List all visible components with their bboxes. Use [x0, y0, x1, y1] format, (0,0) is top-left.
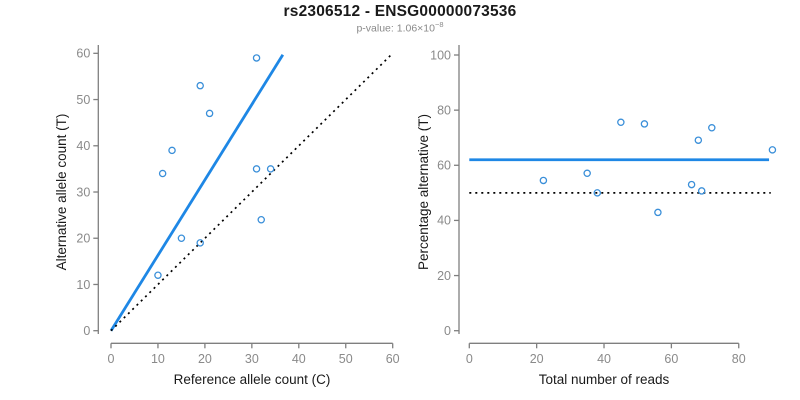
reference-dotted-line	[110, 55, 391, 332]
y-tick-label: 100	[430, 48, 451, 62]
y-tick-label: 20	[76, 232, 90, 246]
figure-title: rs2306512 - ENSG00000073536	[283, 3, 517, 20]
x-tick-label: 50	[339, 352, 353, 366]
y-tick-label: 40	[437, 214, 451, 228]
data-point	[252, 165, 261, 173]
x-axis-title: Total number of reads	[539, 372, 670, 387]
data-point	[708, 124, 716, 132]
x-tick-label: 20	[198, 352, 212, 366]
y-tick-label: 60	[437, 159, 451, 173]
pvalue-text: p-value: 1.06×10	[356, 22, 435, 35]
y-tick-label: 80	[437, 103, 451, 117]
data-point	[654, 208, 662, 217]
y-tick-label: 10	[76, 278, 90, 292]
y-axis-title: Percentage alternative (T)	[416, 114, 431, 270]
left-scatter-plot: 0 10 20 30 40 50 60 0 10 20 30 40 50 60 Reference alle…	[54, 45, 400, 387]
right-scatter-plot: 0 20 40 60 80 0 20 40 60 80 100 Total number of rea…	[416, 45, 777, 387]
data-point	[257, 215, 265, 224]
y-tick-label: 40	[76, 139, 90, 153]
y-tick-label: 20	[437, 269, 451, 283]
x-tick-label: 60	[664, 352, 678, 366]
x-tick-label: 0	[108, 352, 115, 366]
data-point	[205, 109, 214, 118]
data-point	[196, 81, 204, 90]
data-point	[640, 120, 649, 128]
data-point	[694, 136, 703, 144]
figure-subtitle: p-value: 1.06×10−8	[0, 20, 800, 35]
x-tick-label: 40	[597, 352, 611, 366]
pvalue-exponent: −8	[434, 20, 444, 29]
data-point	[593, 189, 602, 197]
data-point	[617, 118, 625, 127]
y-tick-label: 50	[76, 93, 90, 107]
y-tick-label: 30	[76, 185, 90, 199]
x-tick-label: 30	[245, 352, 259, 366]
x-tick-label: 20	[530, 352, 544, 366]
y-tick-label: 0	[444, 324, 451, 338]
data-point	[196, 239, 204, 247]
data-point	[154, 271, 162, 279]
x-tick-label: 40	[292, 352, 306, 366]
data-point	[539, 176, 548, 185]
y-tick-label: 0	[83, 324, 90, 338]
data-point	[583, 169, 591, 178]
data-point	[768, 146, 777, 154]
y-tick-label: 60	[76, 47, 90, 61]
data-point	[168, 146, 176, 155]
x-tick-label: 0	[466, 352, 473, 366]
data-point	[266, 165, 275, 173]
data-point	[697, 187, 706, 195]
data-point	[177, 234, 186, 242]
x-tick-label: 60	[386, 352, 400, 366]
data-point	[158, 169, 167, 178]
x-tick-label: 10	[151, 352, 165, 366]
x-axis-title: Reference allele count (C)	[174, 372, 331, 387]
x-tick-label: 80	[732, 352, 746, 366]
fit-line	[109, 53, 285, 332]
data-point	[687, 180, 696, 189]
data-point	[252, 54, 261, 62]
y-axis-title: Alternative allele count (T)	[54, 114, 69, 271]
